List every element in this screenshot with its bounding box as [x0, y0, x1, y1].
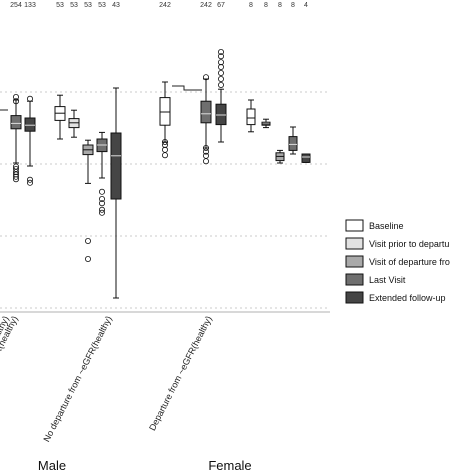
legend-label: Extended follow-up [369, 293, 446, 303]
outlier-point [26, 176, 33, 183]
outlier-point [99, 200, 106, 207]
count-label: 242 [200, 2, 212, 9]
outlier-point [202, 152, 209, 159]
count-label: 53 [84, 2, 92, 9]
box-3-2 [200, 74, 212, 165]
outlier-point [12, 94, 19, 101]
box-body [215, 103, 227, 126]
box-body [24, 117, 36, 132]
outlier-point [12, 165, 19, 172]
x-axis-labels: Departure from ~eGFR(healthy) No departur… [0, 314, 252, 473]
legend-swatch [345, 237, 364, 250]
connector-line [172, 85, 202, 91]
count-label: 53 [98, 2, 106, 9]
count-label: 133 [24, 2, 36, 9]
outlier-point [161, 152, 168, 159]
box-body [110, 132, 122, 200]
outlier-point [85, 255, 92, 262]
outlier-point [12, 173, 19, 180]
box-1-2 [24, 95, 36, 186]
box-1-1 [10, 94, 22, 183]
box-4-3 [275, 149, 285, 164]
box-body [200, 100, 212, 124]
legend-item: Extended follow-up [345, 291, 446, 304]
legend-swatch [345, 291, 364, 304]
outlier-point [99, 206, 106, 213]
outlier-point [217, 82, 224, 89]
count-label: 53 [70, 2, 78, 9]
count-label: 67 [217, 2, 225, 9]
outlier-point [12, 163, 19, 170]
box-4-4 [288, 126, 298, 155]
count-label: 8 [249, 2, 253, 9]
legend-swatch [345, 255, 364, 268]
box-4-5 [301, 153, 311, 163]
legend: Baseline Visit prior to departu Visit of d… [345, 219, 450, 304]
outlier-point [202, 144, 209, 151]
gridlines [0, 85, 330, 313]
box-2-3 [82, 139, 94, 262]
outlier-point [161, 146, 168, 153]
plot-area [10, 49, 311, 299]
count-label: 43 [112, 2, 120, 9]
outlier-point [202, 158, 209, 165]
box-body [301, 153, 311, 163]
legend-label: Baseline [369, 221, 404, 231]
outlier-point [217, 49, 224, 56]
outlier-point [12, 176, 19, 183]
legend-label: Last Visit [369, 275, 406, 285]
box-4-2 [261, 118, 271, 129]
outlier-point [161, 141, 168, 148]
count-label: 8 [278, 2, 282, 9]
outlier-point [26, 179, 33, 186]
box-2-4 [96, 131, 108, 216]
box-body [10, 115, 22, 130]
group-label: No departure from ~eGFR(healthy) [41, 314, 113, 443]
outlier-point [217, 53, 224, 60]
legend-label: Visit of departure fro [369, 257, 450, 267]
outlier-point [202, 148, 209, 155]
box-body [159, 97, 171, 126]
outlier-point [26, 95, 33, 102]
box-body [246, 108, 256, 126]
outlier-point [161, 138, 168, 145]
box-2-1 [54, 94, 66, 140]
count-label: 8 [291, 2, 295, 9]
box-4-1 [246, 99, 256, 133]
box-2-5 [110, 87, 122, 299]
sex-label: Female [208, 458, 251, 473]
outlier-point [12, 98, 19, 105]
outlier-point [99, 188, 106, 195]
outlier-point [217, 76, 224, 83]
legend-label: Visit prior to departu [369, 239, 449, 249]
legend-swatch [345, 219, 364, 232]
outlier-point [85, 237, 92, 244]
count-label: 4 [304, 2, 308, 9]
legend-swatch [345, 273, 364, 286]
outlier-point [99, 195, 106, 202]
box-3-3 [215, 49, 227, 143]
group-label: Departure from ~eGFR(healthy) [147, 314, 214, 432]
box-2-2 [68, 109, 80, 138]
count-label: 242 [159, 2, 171, 9]
legend-item: Visit prior to departu [345, 237, 449, 250]
count-label: 53 [56, 2, 64, 9]
box-body [288, 136, 298, 151]
outlier-point [99, 209, 106, 216]
box-3-1 [159, 81, 171, 159]
outlier-point [217, 59, 224, 66]
outlier-point [202, 74, 209, 81]
legend-item: Visit of departure fro [345, 255, 450, 268]
count-labels: 254 133 53 53 53 53 43 242 242 67 8 8 8 8 4 [10, 2, 308, 9]
legend-item: Last Visit [345, 273, 406, 286]
legend-item: Baseline [345, 219, 404, 232]
count-label: 8 [264, 2, 268, 9]
outlier-point [217, 70, 224, 77]
sex-label: Male [38, 458, 66, 473]
count-label: 254 [10, 2, 22, 9]
